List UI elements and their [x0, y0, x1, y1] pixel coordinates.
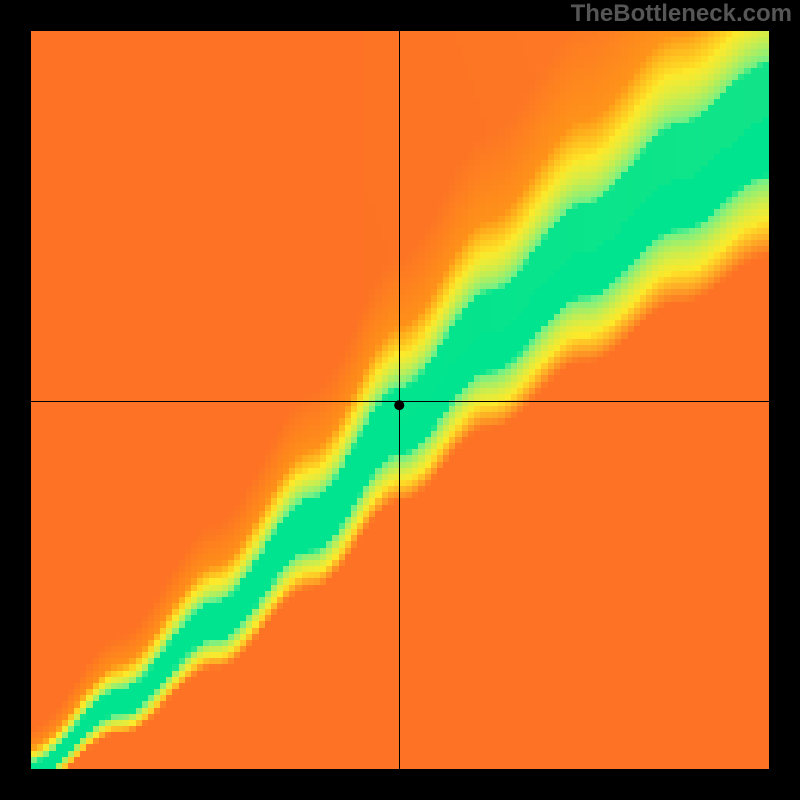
heatmap-plot-area [31, 31, 769, 769]
chart-frame: TheBottleneck.com [0, 0, 800, 800]
attribution-watermark: TheBottleneck.com [571, 0, 792, 28]
heatmap-canvas [31, 31, 769, 769]
